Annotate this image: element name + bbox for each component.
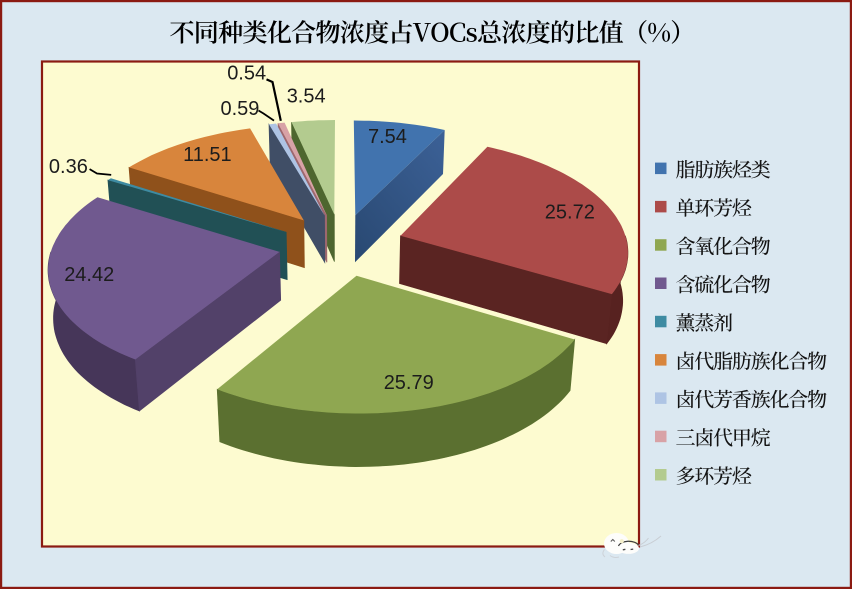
svg-text:11.51: 11.51 xyxy=(183,144,232,166)
svg-text:25.72: 25.72 xyxy=(545,201,595,223)
svg-text:0.36: 0.36 xyxy=(49,156,88,178)
svg-text:0.59: 0.59 xyxy=(221,98,260,120)
svg-text:25.79: 25.79 xyxy=(384,372,434,394)
svg-text:24.42: 24.42 xyxy=(64,264,114,286)
svg-text:3.54: 3.54 xyxy=(287,86,326,108)
svg-text:7.54: 7.54 xyxy=(368,126,407,148)
svg-text:0.54: 0.54 xyxy=(227,63,266,85)
